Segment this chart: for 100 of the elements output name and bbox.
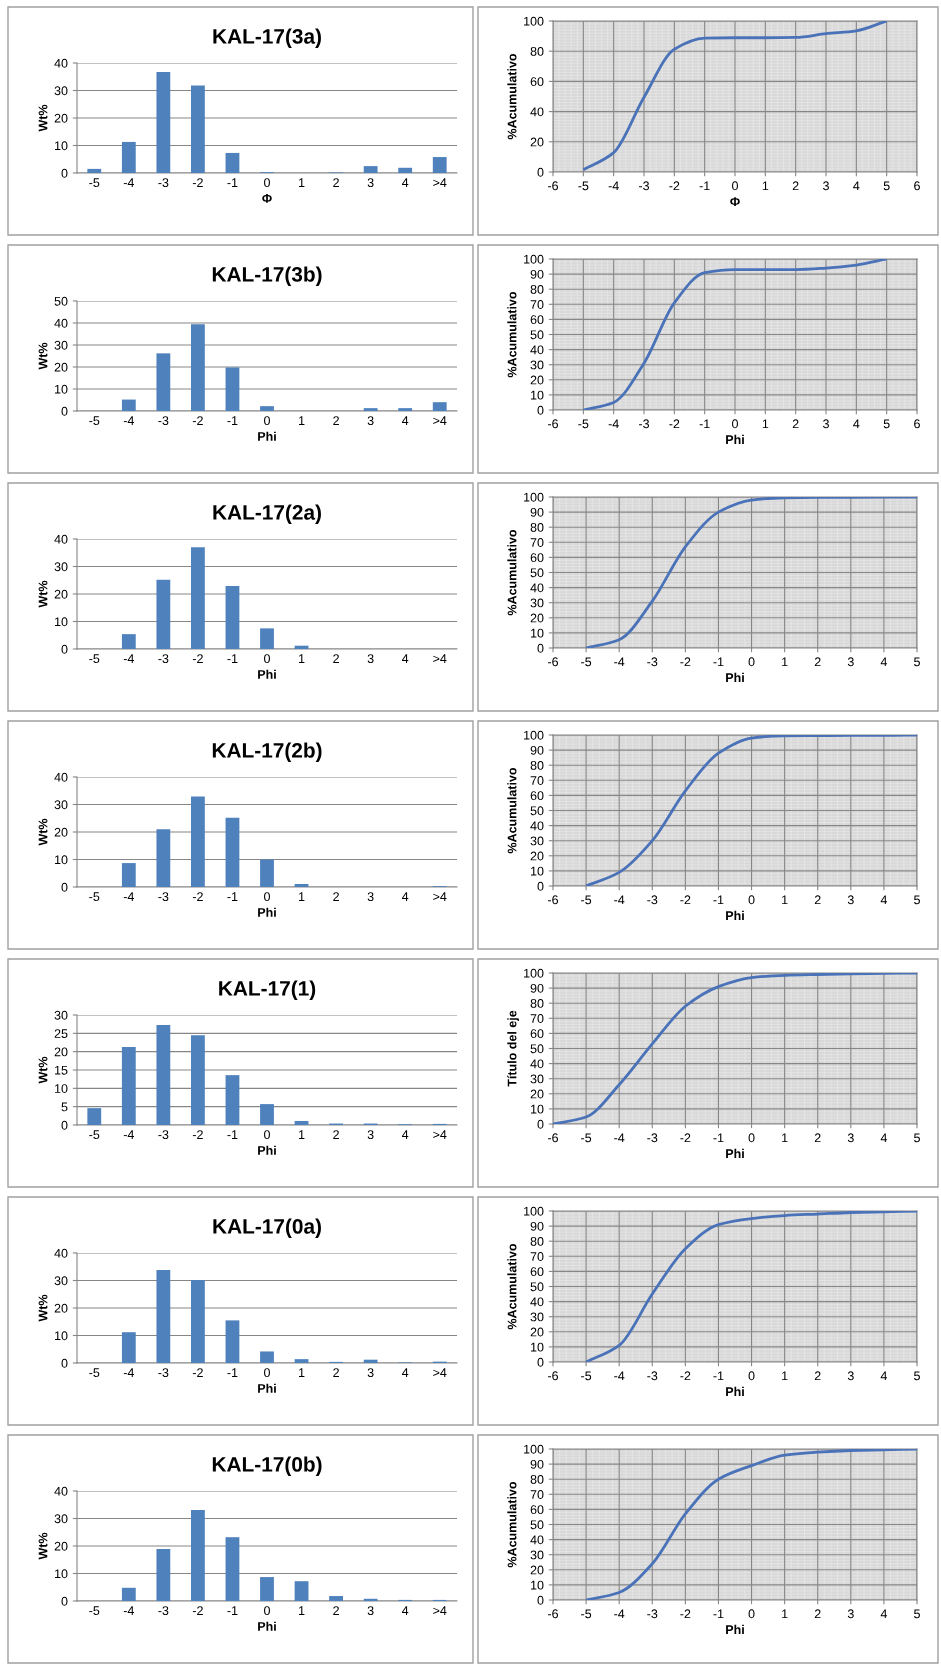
x-tick-label: 2 xyxy=(792,419,799,429)
x-tick-label: 2 xyxy=(333,654,339,663)
x-tick-label: 0 xyxy=(264,416,270,426)
y-tick-label: 10 xyxy=(55,855,68,865)
bar xyxy=(260,628,274,649)
y-tick-label: 90 xyxy=(530,507,544,517)
x-tick-label: -2 xyxy=(680,1609,691,1619)
x-tick-label: 3 xyxy=(367,654,374,664)
bar xyxy=(225,152,240,173)
bar xyxy=(363,1598,378,1601)
x-tick-label: 1 xyxy=(782,1371,788,1381)
y-tick-label: 100 xyxy=(524,968,544,978)
y-axis-title: Wt% xyxy=(38,1532,48,1560)
y-tick-label: 80 xyxy=(530,523,544,532)
y-tick-label: 20 xyxy=(530,1327,544,1337)
y-tick-label: 10 xyxy=(55,1569,68,1579)
x-tick-label: -6 xyxy=(548,895,559,905)
x-tick-label: -3 xyxy=(647,1371,658,1381)
x-tick-label: >4 xyxy=(433,178,447,187)
x-tick-label: -4 xyxy=(614,657,625,667)
bar xyxy=(398,408,413,411)
x-tick-label: 3 xyxy=(367,1130,374,1140)
x-tick-label: 2 xyxy=(814,1133,821,1143)
x-axis-title: Phi xyxy=(726,1148,744,1158)
bar xyxy=(225,1075,240,1125)
x-tick-label: 3 xyxy=(367,892,374,902)
x-tick-label: 4 xyxy=(401,892,409,901)
line-series xyxy=(584,497,917,648)
x-tick-label: -4 xyxy=(123,178,135,187)
y-tick-label: 40 xyxy=(54,534,68,544)
bar xyxy=(432,157,447,173)
x-tick-label: 4 xyxy=(880,895,888,905)
y-tick-label: 0 xyxy=(61,406,68,416)
y-tick-label: 70 xyxy=(530,300,544,309)
y-tick-label: 20 xyxy=(530,613,544,623)
y-tick-label: 20 xyxy=(54,589,68,599)
chart-title: KAL-17(2b) xyxy=(212,742,322,762)
y-tick-label: 40 xyxy=(530,107,544,117)
x-tick-label: -2 xyxy=(192,1368,203,1377)
chart-title: KAL-17(2a) xyxy=(213,504,321,524)
x-tick-label: -1 xyxy=(227,416,238,425)
y-axis-title: %Acumulativo xyxy=(507,53,517,140)
x-tick-label: -3 xyxy=(639,181,650,191)
y-axis-title: Título del eje xyxy=(507,1010,519,1087)
y-tick-label: 20 xyxy=(530,1565,544,1575)
y-tick-label: 100 xyxy=(524,1444,544,1454)
x-tick-label: -4 xyxy=(123,654,135,663)
x-tick-label: 1 xyxy=(299,1368,305,1377)
x-axis-title: Phi xyxy=(258,907,276,917)
y-tick-label: 30 xyxy=(530,1074,544,1084)
x-tick-label: -3 xyxy=(158,1606,169,1616)
bar xyxy=(156,1549,171,1601)
y-tick-label: 20 xyxy=(530,851,544,861)
y-tick-label: 30 xyxy=(530,1312,544,1322)
y-tick-label: 40 xyxy=(530,1535,544,1545)
x-tick-label: 2 xyxy=(792,181,799,191)
chart-title: KAL-17(3b) xyxy=(212,266,322,286)
x-tick-label: -5 xyxy=(89,178,100,188)
x-tick-label: 4 xyxy=(853,419,860,429)
bar xyxy=(121,634,136,649)
x-tick-label: 2 xyxy=(814,895,821,905)
y-tick-label: 30 xyxy=(54,1514,68,1524)
x-tick-label: 1 xyxy=(299,178,305,187)
chart-title: KAL-17(0b) xyxy=(212,1456,322,1476)
x-tick-label: -3 xyxy=(158,1368,169,1378)
y-tick-label: 0 xyxy=(61,644,68,654)
y-tick-label: 40 xyxy=(530,1059,544,1069)
x-tick-label: -6 xyxy=(548,1609,559,1619)
bar xyxy=(363,1359,378,1363)
x-tick-label: -3 xyxy=(158,654,169,664)
y-tick-label: 50 xyxy=(530,1282,544,1292)
bar xyxy=(225,817,240,887)
y-tick-label: 10 xyxy=(55,384,68,394)
x-tick-label: -3 xyxy=(158,178,169,188)
y-tick-label: 25 xyxy=(54,1029,68,1038)
y-tick-label: 20 xyxy=(54,1303,68,1313)
x-tick-label: 5 xyxy=(883,181,890,191)
y-tick-label: 60 xyxy=(530,553,544,563)
x-tick-label: -1 xyxy=(699,181,710,191)
bar xyxy=(121,1587,136,1601)
x-tick-label: -2 xyxy=(192,1606,203,1615)
y-tick-label: 20 xyxy=(530,137,544,147)
y-tick-label: 10 xyxy=(531,628,544,638)
bar xyxy=(191,1509,205,1601)
x-tick-label: 0 xyxy=(264,1606,270,1616)
y-axis-title: Wt% xyxy=(38,580,48,608)
x-axis-title: Φ xyxy=(262,194,272,203)
y-tick-label: 90 xyxy=(530,983,544,993)
y-tick-label: 100 xyxy=(524,730,544,740)
y-tick-label: 60 xyxy=(530,1267,544,1277)
x-tick-label: 0 xyxy=(732,181,738,191)
y-tick-label: 40 xyxy=(54,1248,68,1258)
bar xyxy=(87,168,102,173)
x-tick-label: 5 xyxy=(914,1371,920,1381)
bar xyxy=(121,863,136,887)
bar xyxy=(191,85,205,173)
x-tick-label: 4 xyxy=(880,1371,888,1381)
bar xyxy=(260,859,274,887)
x-tick-label: 5 xyxy=(914,657,920,667)
x-tick-label: 2 xyxy=(333,1130,339,1139)
